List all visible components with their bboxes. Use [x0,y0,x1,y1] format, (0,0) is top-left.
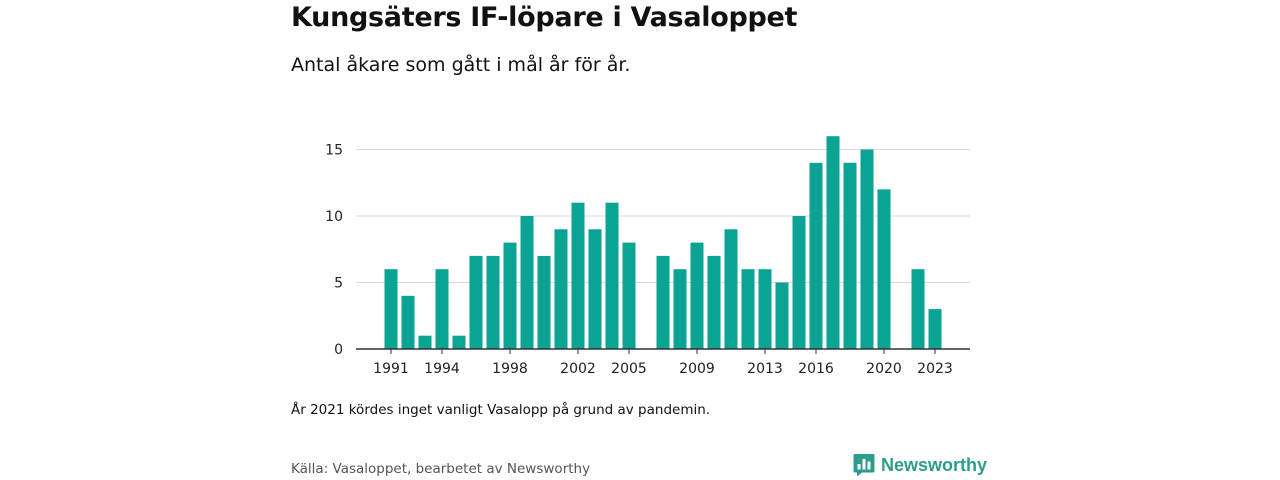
bar-2020 [877,189,891,349]
bar-chart-speech-bubble-icon [853,454,875,477]
bar-1998 [503,242,517,349]
x-tick-label: 1991 [373,361,409,377]
tick-labels: 0 5 10 15 1991 1994 1998 2002 2005 2009 2013 2016 20… [325,143,953,378]
x-tick-label: 2016 [798,361,834,377]
bar-2015 [792,216,806,349]
axes [356,348,970,354]
bar-2002 [571,202,585,349]
x-tick-label: 2013 [747,361,783,377]
bar-2009 [690,242,704,349]
bar-2019 [860,149,874,349]
bar-1997 [486,255,500,349]
y-tick-label: 15 [325,143,343,159]
bar-1996 [469,255,483,349]
bar-chart: 0 5 10 15 1991 1994 1998 2002 2005 2009 2013 2016 20… [325,136,970,378]
chart-footnote: År 2021 kördes inget vanligt Vasalopp på… [291,402,711,418]
x-tick-label: 2005 [611,361,647,377]
bar-2016 [809,162,823,349]
bar-2005 [622,242,636,349]
bar-2007 [656,255,670,349]
x-tick-label: 2002 [560,361,596,377]
bar-1991 [384,269,398,349]
bar-2017 [826,136,840,349]
bar-2022 [911,269,925,349]
y-tick-label: 10 [325,209,343,225]
bar-2018 [843,162,857,349]
bar-2004 [605,202,619,349]
chart-subtitle: Antal åkare som gått i mål år för år. [291,54,631,76]
x-tick-label: 1994 [424,361,460,377]
bar-1992 [401,295,415,349]
source-credit: Källa: Vasaloppet, bearbetet av Newswort… [291,461,591,477]
y-tick-label: 5 [334,276,343,292]
bar-2008 [673,269,687,349]
bar-1993 [418,335,432,349]
brand-name: Newsworthy [881,454,988,475]
x-tick-label: 2020 [866,361,902,377]
bar-2011 [724,229,738,349]
bar-1995 [452,335,466,349]
bar-2003 [588,229,602,349]
bar-1994 [435,269,449,349]
bar-2013 [758,269,772,349]
chart-title: Kungsäters IF-löpare i Vasaloppet [291,2,798,33]
x-tick-label: 2009 [679,361,715,377]
bar-2000 [537,255,551,349]
x-tick-label: 1998 [492,361,528,377]
y-tick-label: 0 [334,342,343,358]
bar-2001 [554,229,568,349]
bar-2014 [775,282,789,349]
newsworthy-logo: Newsworthy [853,452,987,478]
bar-1999 [520,216,534,349]
bar-2012 [741,269,755,349]
bar-2023 [928,309,942,349]
bars [384,136,942,349]
bar-2010 [707,255,721,349]
x-tick-label: 2023 [917,361,953,377]
